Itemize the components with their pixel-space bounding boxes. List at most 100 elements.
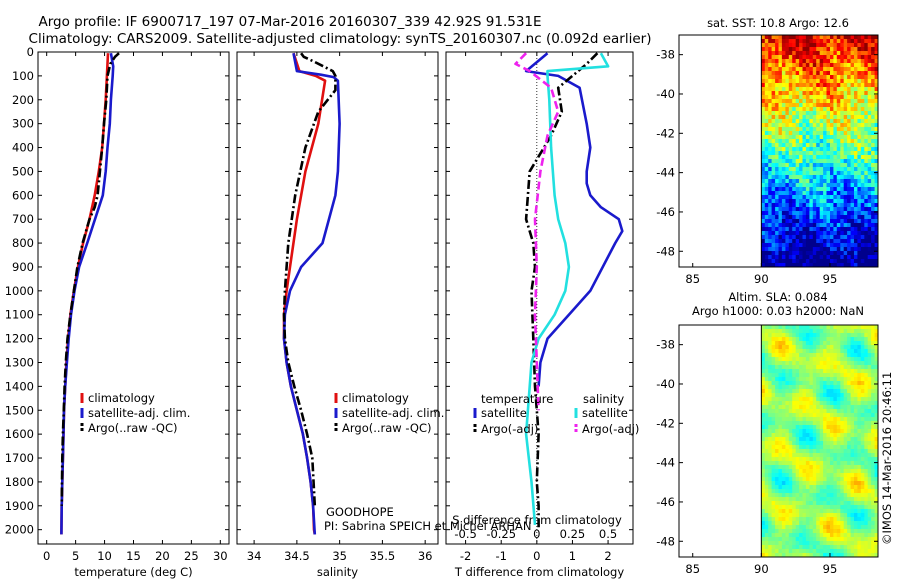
map-cell (874, 215, 878, 220)
map-cell (840, 75, 845, 80)
map-cell (781, 493, 786, 498)
map-cell (854, 263, 858, 267)
map-cell (775, 497, 780, 502)
map-cell (788, 207, 793, 212)
map-cell (857, 227, 862, 232)
map-cell (871, 143, 876, 148)
map-cell (771, 43, 776, 48)
map-cell (778, 115, 783, 120)
map-cell (833, 381, 838, 386)
map-cell (823, 401, 828, 406)
map-cell (823, 325, 828, 330)
map-cell (768, 517, 773, 522)
map-cell (792, 199, 797, 204)
map-cell (768, 263, 773, 267)
map-cell (867, 393, 872, 398)
map-cell (788, 35, 793, 40)
map-cell (857, 537, 862, 542)
map-cell (771, 369, 776, 374)
map-cell (871, 99, 876, 104)
map-cell (761, 509, 766, 514)
map-cell (857, 397, 862, 402)
map-cell (802, 147, 807, 152)
map-cell (843, 345, 848, 350)
map-cell (864, 155, 869, 160)
map-cell (836, 63, 841, 68)
map-cell (799, 493, 804, 498)
map-cell (764, 401, 769, 406)
map-cell (850, 417, 855, 422)
map-cell (788, 441, 793, 446)
map-cell (819, 203, 824, 208)
map-cell (816, 357, 821, 362)
map-cell (802, 465, 807, 470)
map-cell (761, 79, 766, 84)
map-cell (771, 79, 776, 84)
map-cell (805, 263, 810, 267)
map-cell (857, 171, 862, 176)
map-cell (864, 195, 869, 200)
map-cell (792, 497, 797, 502)
map-cell (775, 469, 780, 474)
map-cell (768, 465, 773, 470)
map-cell (799, 127, 804, 132)
map-cell (836, 449, 841, 454)
map-cell (764, 175, 769, 180)
map-cell (874, 373, 878, 378)
map-cell (812, 489, 817, 494)
map-cell (802, 485, 807, 490)
map-cell (819, 325, 824, 330)
map-cell (802, 87, 807, 92)
map-cell (788, 139, 793, 144)
map-cell (785, 369, 790, 374)
map-cell (792, 71, 797, 76)
map-cell (840, 51, 845, 56)
map-cell (771, 175, 776, 180)
map-cell (823, 75, 828, 80)
map-cell (823, 107, 828, 112)
map-cell (823, 35, 828, 40)
map-cell (836, 325, 841, 330)
map-cell (867, 79, 872, 84)
map-cell (775, 123, 780, 128)
map-cell (809, 115, 814, 120)
map-cell (857, 405, 862, 410)
map-cell (867, 211, 872, 216)
map-cell (867, 389, 872, 394)
map-cell (874, 175, 878, 180)
map-cell (857, 251, 862, 256)
map-cell (778, 553, 783, 557)
map-cell (768, 171, 773, 176)
map-cell (867, 517, 872, 522)
map-cell (874, 119, 878, 124)
map-cell (819, 59, 824, 64)
map-cell (809, 187, 814, 192)
map-cell (874, 199, 878, 204)
map-cell (843, 373, 848, 378)
map-cell (867, 505, 872, 510)
map-cell (816, 87, 821, 92)
map-cell (847, 255, 852, 260)
map-cell (778, 219, 783, 224)
map-cell (857, 509, 862, 514)
map-cell (761, 159, 766, 164)
map-cell (871, 529, 876, 534)
map-cell (816, 409, 821, 414)
map-cell (802, 163, 807, 168)
map-cell (785, 67, 790, 72)
map-cell (854, 203, 858, 208)
map-cell (857, 501, 862, 506)
map-cell (781, 437, 786, 442)
legend-label: satellite-adj. clim. (342, 406, 444, 420)
map-cell (864, 465, 869, 470)
map-cell (764, 421, 769, 426)
map-cell (840, 497, 845, 502)
map-cell (781, 231, 786, 236)
map-cell (799, 333, 804, 338)
map-cell (847, 477, 852, 482)
map-cell (823, 505, 828, 510)
map-cell (843, 529, 848, 534)
map-cell (768, 147, 773, 152)
map-cell (781, 329, 786, 334)
map-cell (761, 513, 766, 518)
